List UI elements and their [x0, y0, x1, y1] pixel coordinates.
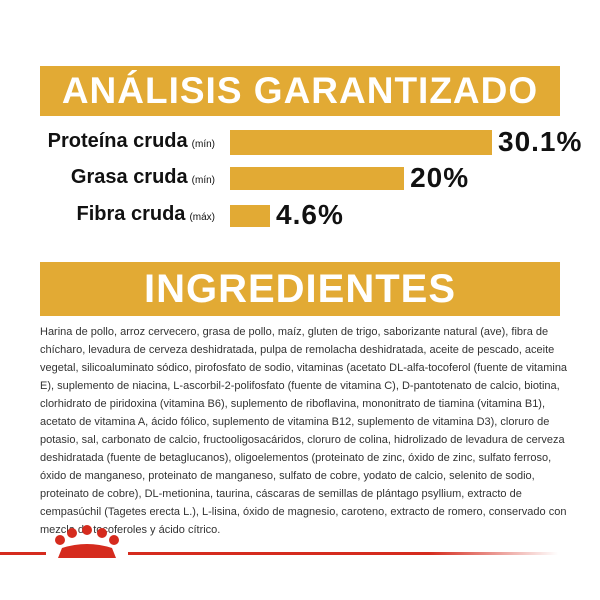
bar [230, 167, 405, 190]
category-name: Grasa cruda [70, 165, 188, 188]
category-name: Proteína cruda [47, 129, 188, 152]
category-qualifier: (máx) [189, 212, 215, 223]
value-label: 30.1% [498, 125, 583, 157]
bar [230, 130, 492, 155]
category-name: Fibra cruda [76, 203, 186, 225]
category-label: Proteína cruda (mín) [48, 130, 215, 153]
ingredients-text: Harina de pollo, arroz cervecero, grasa … [40, 326, 568, 536]
category-qualifier: (mín) [191, 174, 215, 186]
category-label: Grasa cruda (mín) [71, 166, 215, 189]
analysis-banner: ANÁLISIS GARANTIZADO [40, 66, 560, 116]
value-label: 20% [410, 161, 470, 193]
ingredients-banner: INGREDIENTES [40, 262, 560, 316]
bar [230, 205, 271, 227]
category-label: Fibra cruda (máx) [77, 203, 215, 226]
category-qualifier: (mín) [191, 138, 215, 150]
value-label: 4.6% [276, 199, 344, 230]
